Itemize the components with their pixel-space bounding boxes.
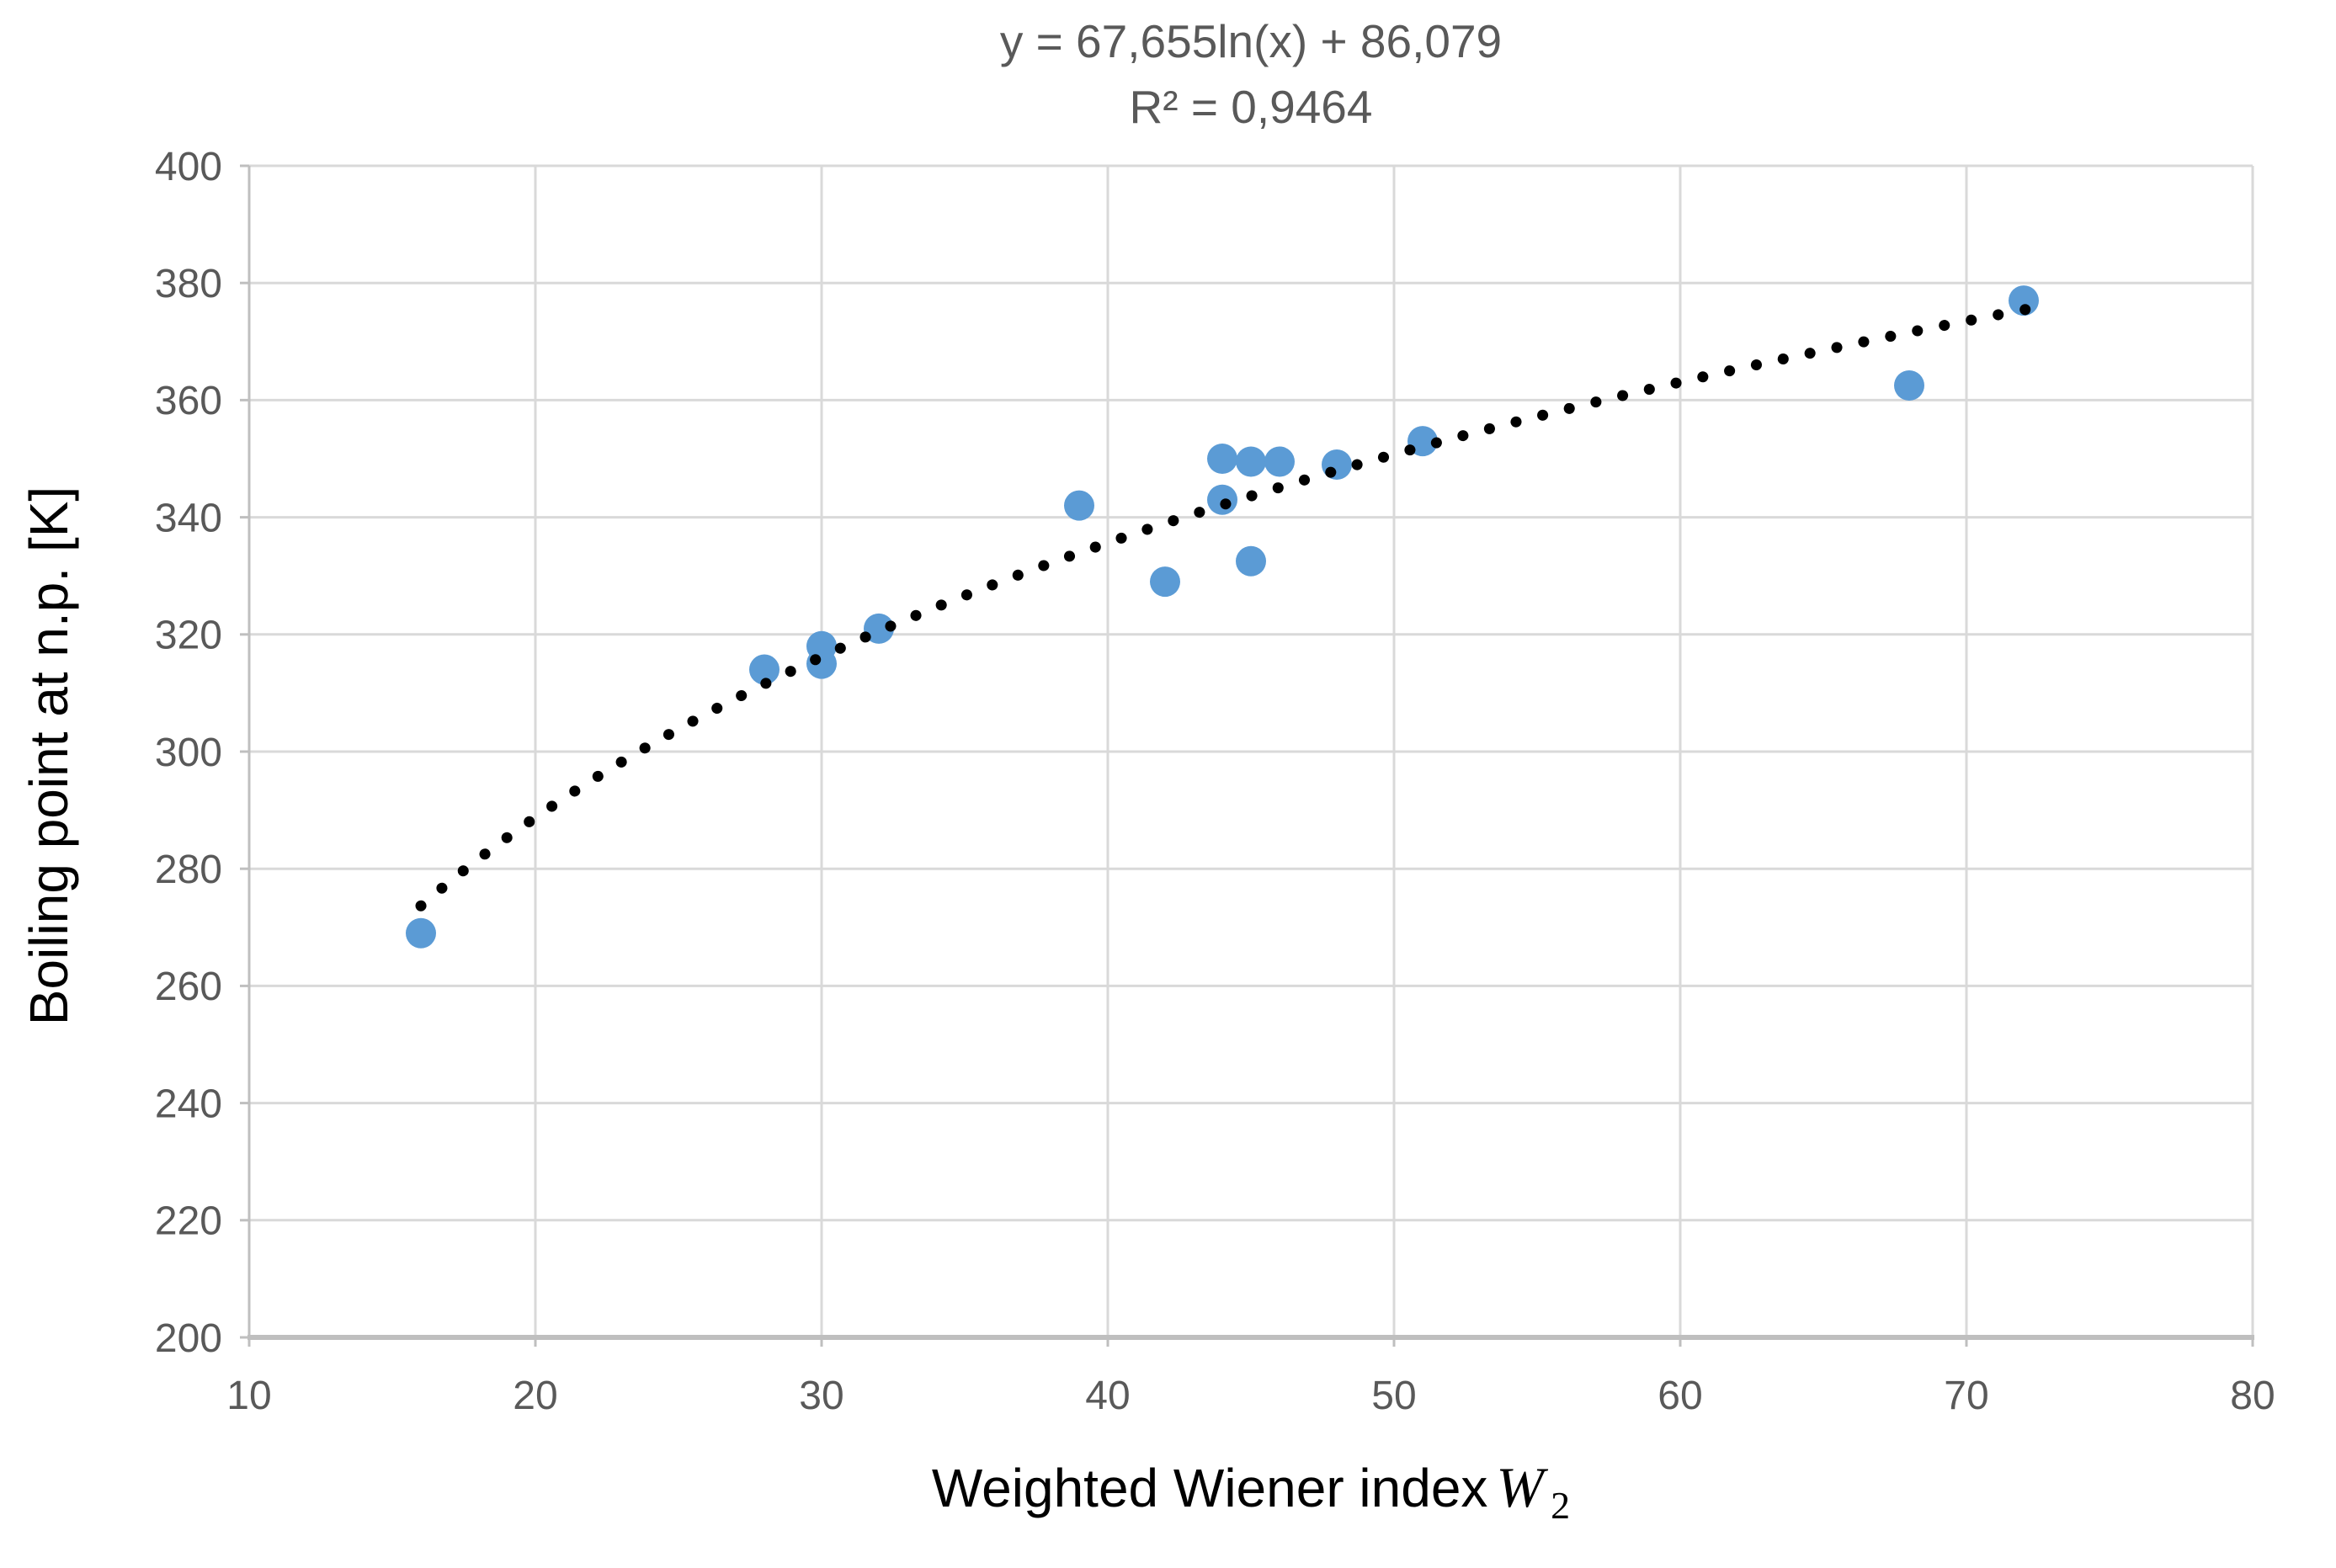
- wiener-index-symbol: W: [1496, 1455, 1545, 1519]
- scatter-point: [1236, 545, 1266, 577]
- trendline-dotted-curve: [415, 302, 2038, 912]
- x-axis-title: Weighted Wiener index W 2: [249, 1454, 2253, 1528]
- y-tick-label: 300: [155, 731, 222, 775]
- scatter-point: [1264, 446, 1295, 477]
- y-tick-label: 260: [155, 965, 222, 1009]
- y-tick-label: 280: [155, 848, 222, 892]
- scatter-point: [864, 613, 894, 644]
- r-squared-line: R² = 0,9464: [1129, 81, 1373, 134]
- scatter-point: [1064, 490, 1094, 521]
- x-tick-label: 80: [2230, 1374, 2275, 1418]
- scatter-point: [749, 654, 780, 685]
- scatter-point: [806, 630, 837, 662]
- x-tick-label: 20: [513, 1374, 557, 1418]
- scatter-point: [1236, 446, 1266, 477]
- x-axis-title-text: Weighted Wiener index: [931, 1458, 1488, 1518]
- y-axis-title: Boiling point at n.p. [K]: [19, 486, 79, 1026]
- x-tick-label: 60: [1658, 1374, 1702, 1418]
- y-tick-label: 240: [155, 1082, 222, 1126]
- y-tick-label: 380: [155, 262, 222, 306]
- x-tick-label: 10: [226, 1374, 271, 1418]
- trendline-equation: y = 67,655ln(x) + 86,079 R² = 0,9464: [249, 8, 2253, 140]
- x-tick-label: 50: [1371, 1374, 1416, 1418]
- y-tick-label: 340: [155, 496, 222, 540]
- y-tick-label: 360: [155, 379, 222, 423]
- scatter-point: [2009, 285, 2039, 316]
- y-tick-label: 200: [155, 1316, 222, 1361]
- x-tick-label: 30: [799, 1374, 843, 1418]
- scatter-point: [1207, 444, 1237, 474]
- scatter-point: [1894, 370, 1924, 401]
- x-tick-label: 40: [1085, 1374, 1130, 1418]
- wiener-index-subscript: 2: [1551, 1484, 1571, 1527]
- y-tick-label: 320: [155, 614, 222, 658]
- y-tick-label: 220: [155, 1199, 222, 1244]
- scatter-point: [406, 917, 436, 949]
- y-tick-label: 400: [155, 145, 222, 189]
- scatter-point: [1150, 566, 1180, 598]
- equation-line: y = 67,655ln(x) + 86,079: [999, 15, 1503, 67]
- x-tick-label: 70: [1944, 1374, 1988, 1418]
